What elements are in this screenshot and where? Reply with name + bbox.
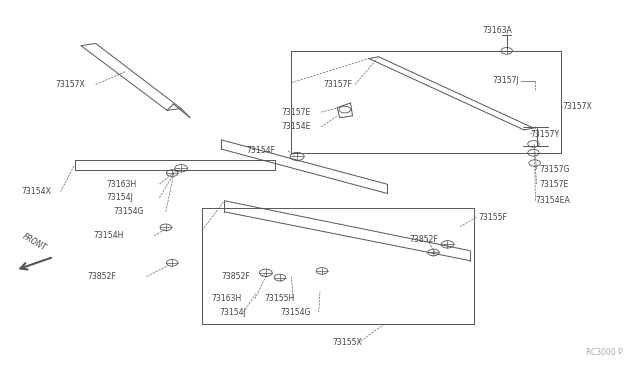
Text: 73154J: 73154J xyxy=(106,193,133,202)
Text: 73157Y: 73157Y xyxy=(531,130,559,139)
Text: 73154F: 73154F xyxy=(246,147,276,155)
Text: 73157X: 73157X xyxy=(56,80,85,89)
Text: 73157X: 73157X xyxy=(562,102,592,111)
Text: 73155X: 73155X xyxy=(333,339,362,347)
Text: 73163H: 73163H xyxy=(212,294,242,303)
Text: 73154H: 73154H xyxy=(94,231,124,240)
Text: 73154E: 73154E xyxy=(282,122,311,131)
Text: 73852F: 73852F xyxy=(409,235,438,244)
Text: RC3000 P: RC3000 P xyxy=(586,347,623,357)
Text: 73154X: 73154X xyxy=(22,187,52,196)
Text: 73155F: 73155F xyxy=(478,213,507,222)
Text: 73852F: 73852F xyxy=(88,272,116,281)
Text: 73154G: 73154G xyxy=(113,207,143,217)
Text: 73157J: 73157J xyxy=(492,76,519,85)
Text: 73154EA: 73154EA xyxy=(536,196,570,205)
Text: 73157E: 73157E xyxy=(540,180,569,189)
Text: FRONT: FRONT xyxy=(21,232,48,253)
Text: 73157G: 73157G xyxy=(540,165,570,174)
Text: 73157E: 73157E xyxy=(282,108,311,117)
Text: 73155H: 73155H xyxy=(264,294,294,303)
Text: 73852F: 73852F xyxy=(221,272,250,281)
Text: 73157F: 73157F xyxy=(323,80,352,89)
Text: 73163H: 73163H xyxy=(106,180,137,189)
Text: 73163A: 73163A xyxy=(483,26,512,35)
Text: 73154J: 73154J xyxy=(220,308,246,317)
Text: 73154G: 73154G xyxy=(280,308,311,317)
